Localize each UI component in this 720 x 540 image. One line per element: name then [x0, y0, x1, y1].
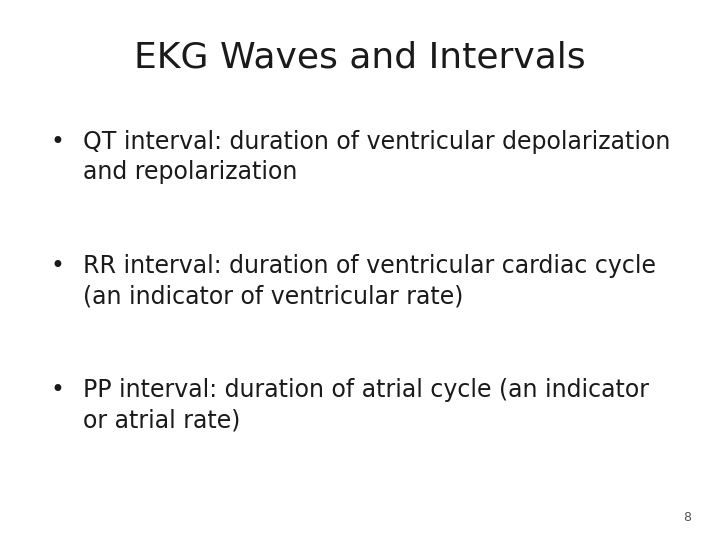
Text: 8: 8: [683, 511, 691, 524]
Text: •: •: [50, 378, 65, 402]
Text: •: •: [50, 254, 65, 278]
Text: RR interval: duration of ventricular cardiac cycle
(an indicator of ventricular : RR interval: duration of ventricular car…: [83, 254, 656, 308]
Text: QT interval: duration of ventricular depolarization
and repolarization: QT interval: duration of ventricular dep…: [83, 130, 670, 184]
Text: •: •: [50, 130, 65, 153]
Text: PP interval: duration of atrial cycle (an indicator
or atrial rate): PP interval: duration of atrial cycle (a…: [83, 378, 649, 433]
Text: EKG Waves and Intervals: EKG Waves and Intervals: [134, 40, 586, 75]
